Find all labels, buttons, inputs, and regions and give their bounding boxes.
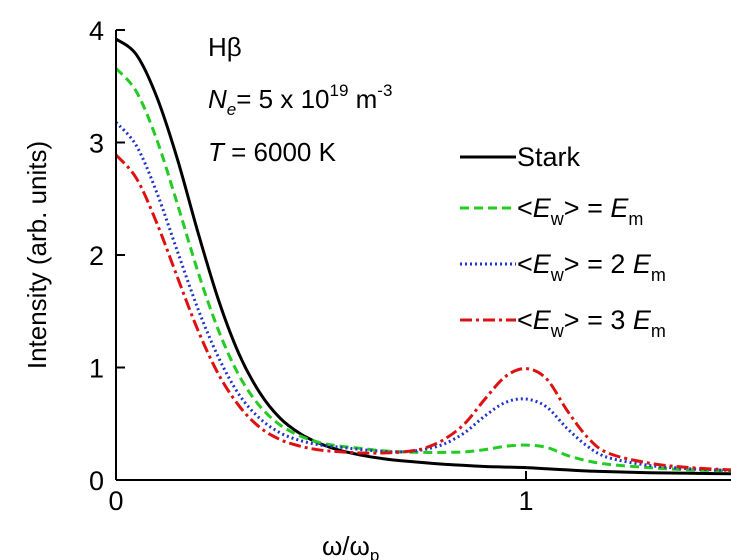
series-line-stark (115, 37, 731, 476)
series-line-ew-2em (114, 121, 731, 472)
annotation-line-3: T = 6000 K (208, 137, 337, 167)
annotation-line-1: Hβ (208, 32, 242, 62)
annotation-line-2: Ne= 5 x 1019 m-3 (208, 81, 392, 119)
legend-label-ew-2em: <Ew> = 2 Em (517, 249, 666, 285)
legend: Stark <Ew> = Em <Ew> = 2 Em <Ew> = 3 Em (460, 142, 666, 341)
x-tick-label: 0 (108, 486, 123, 516)
series-lines (114, 37, 731, 476)
y-tick-label: 1 (89, 354, 104, 384)
legend-label-ew-em: <Ew> = Em (517, 193, 643, 229)
y-tick-label: 0 (89, 466, 104, 496)
y-axis-title: Intensity (arb. units) (22, 141, 52, 369)
legend-label-ew-3em: <Ew> = 3 Em (517, 305, 666, 341)
x-tick-label: 1 (518, 486, 533, 516)
y-tick-label: 3 (89, 129, 104, 159)
y-tick-label: 4 (89, 16, 104, 46)
y-tick-label: 2 (89, 241, 104, 271)
axis-ticks: 0 1 2 3 4 0 1 (89, 16, 534, 516)
legend-label-stark: Stark (517, 142, 581, 172)
x-axis-title: ω/ωp (322, 531, 379, 560)
series-line-ew-3em (114, 153, 731, 472)
